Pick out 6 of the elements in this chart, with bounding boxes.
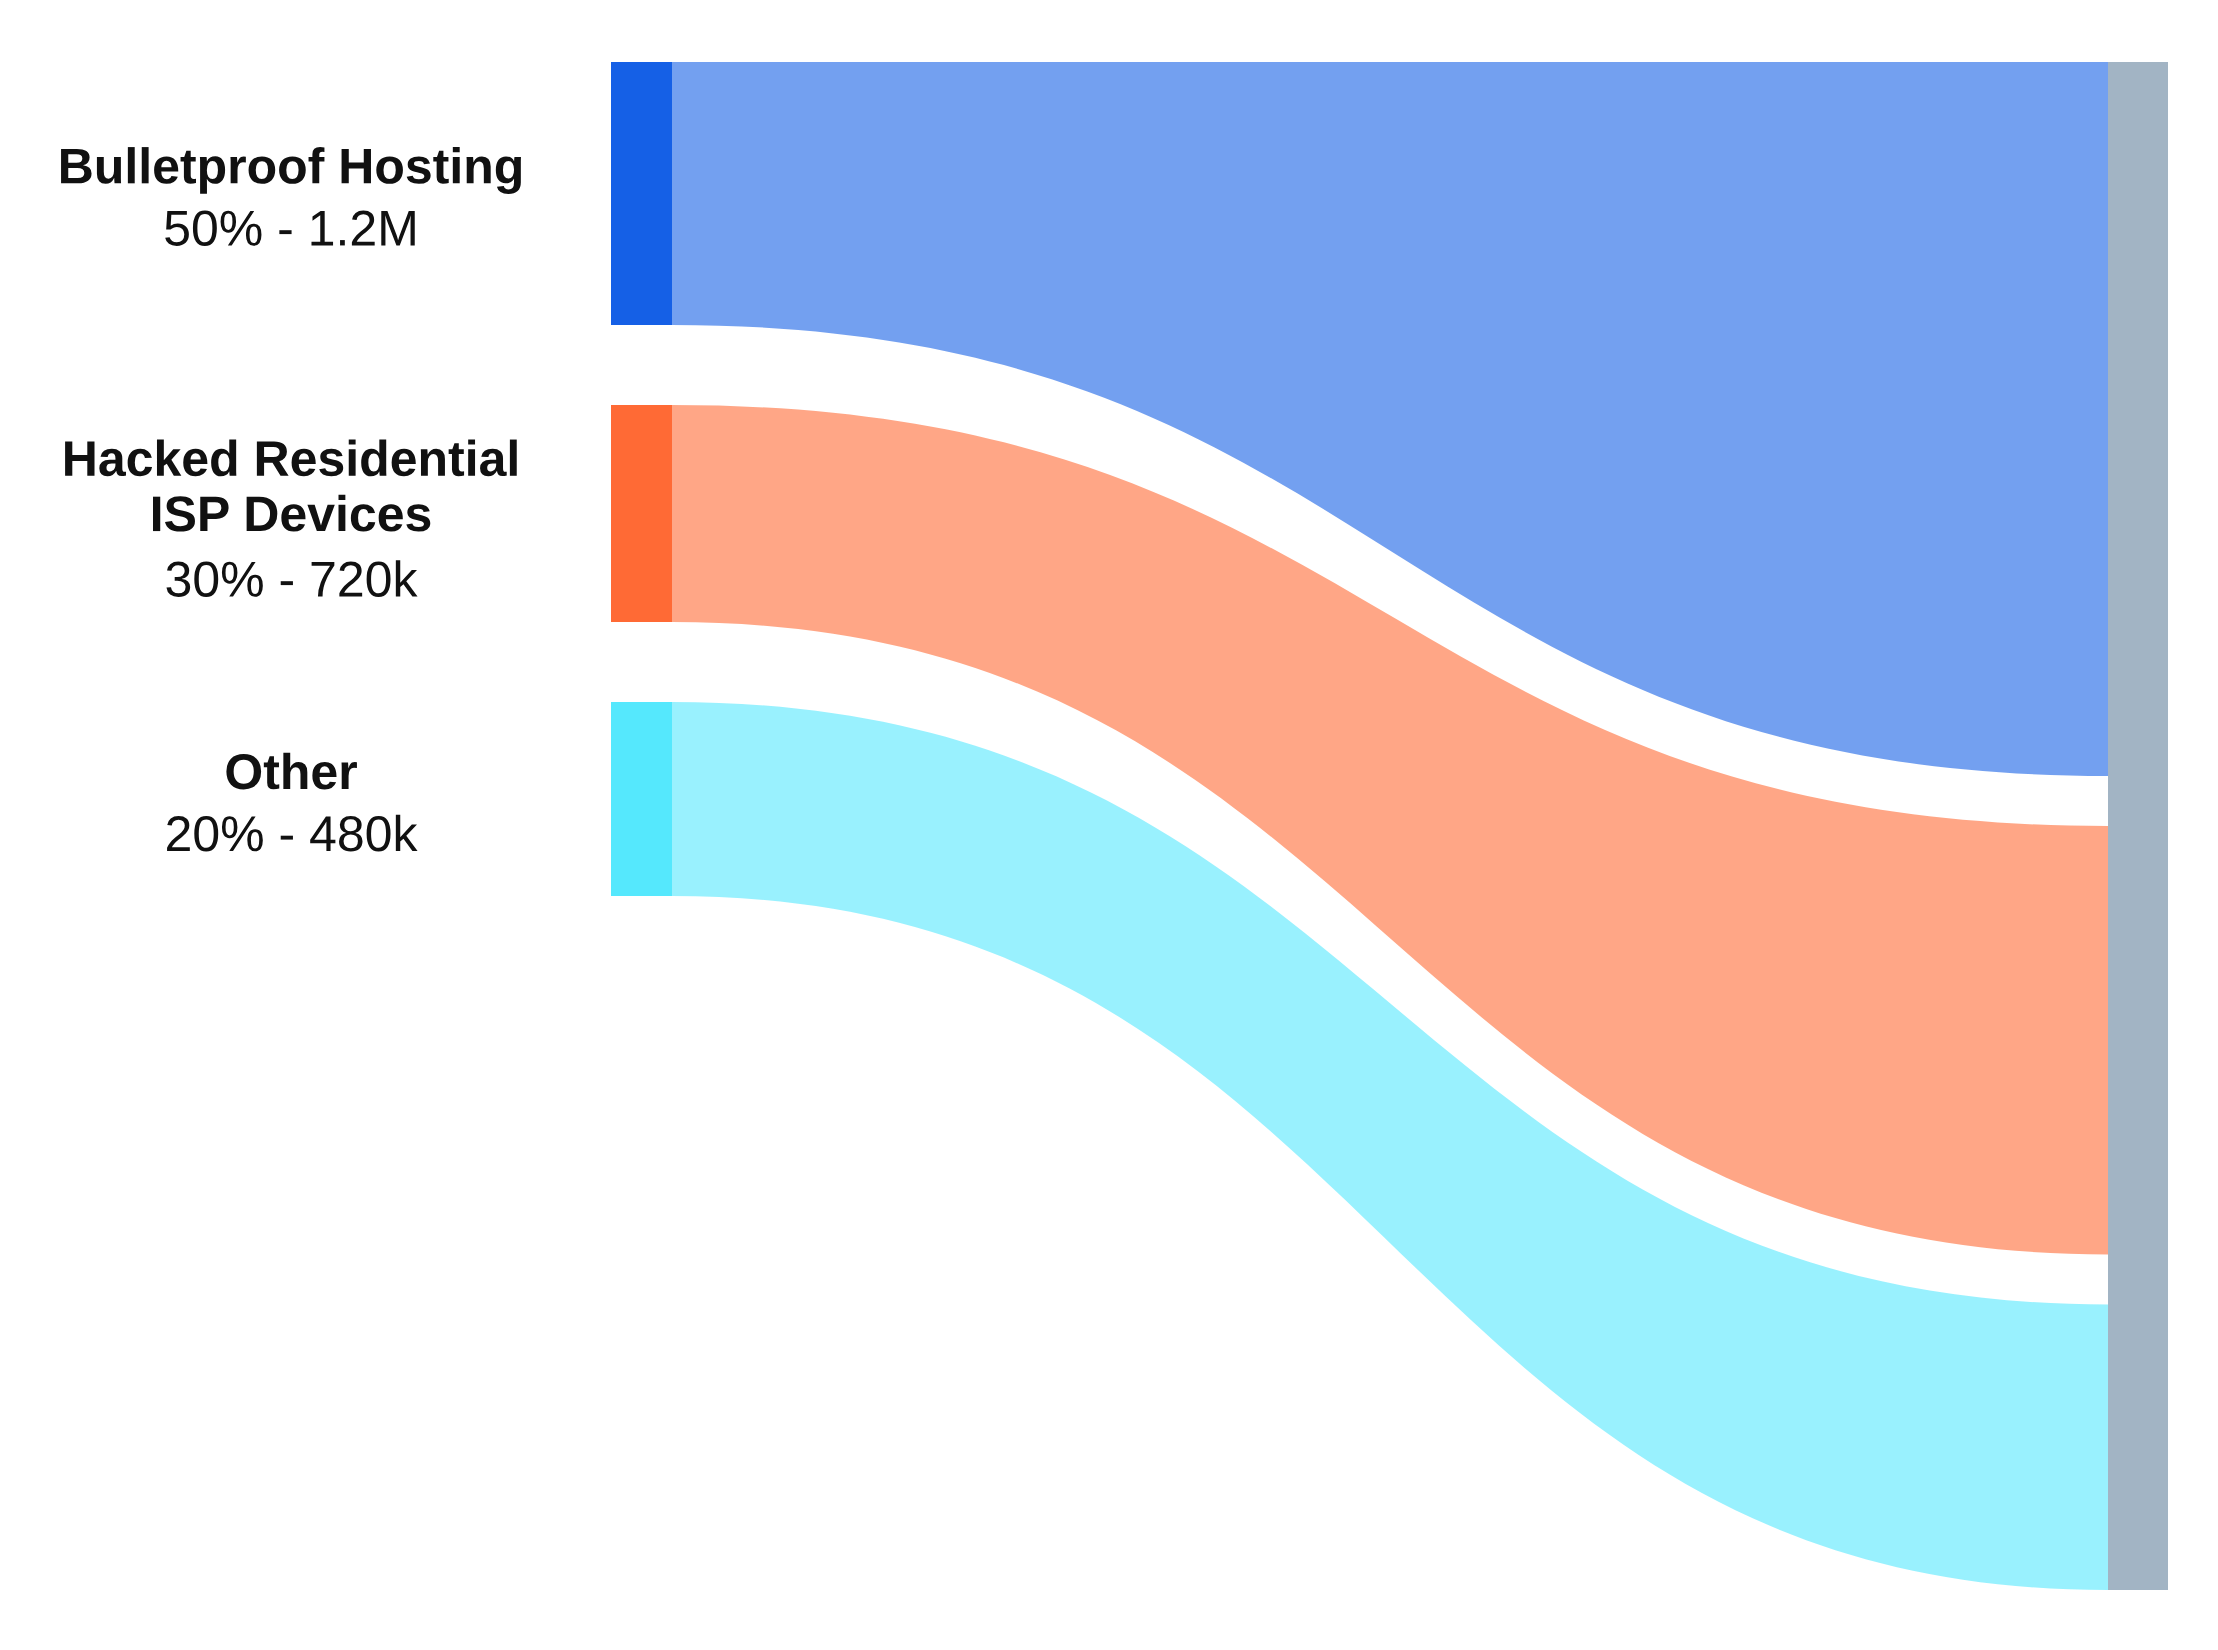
data-label: 20% - 480k: [167, 814, 418, 852]
category-label: Bulletproof Hosting: [61, 147, 521, 194]
data-label: 50% - 1.2M: [165, 210, 415, 246]
data-label: 30% - 720k: [166, 560, 418, 597]
category-label: Other: [226, 752, 357, 790]
category-label: Hacked Residential ISP Devices: [65, 439, 517, 532]
